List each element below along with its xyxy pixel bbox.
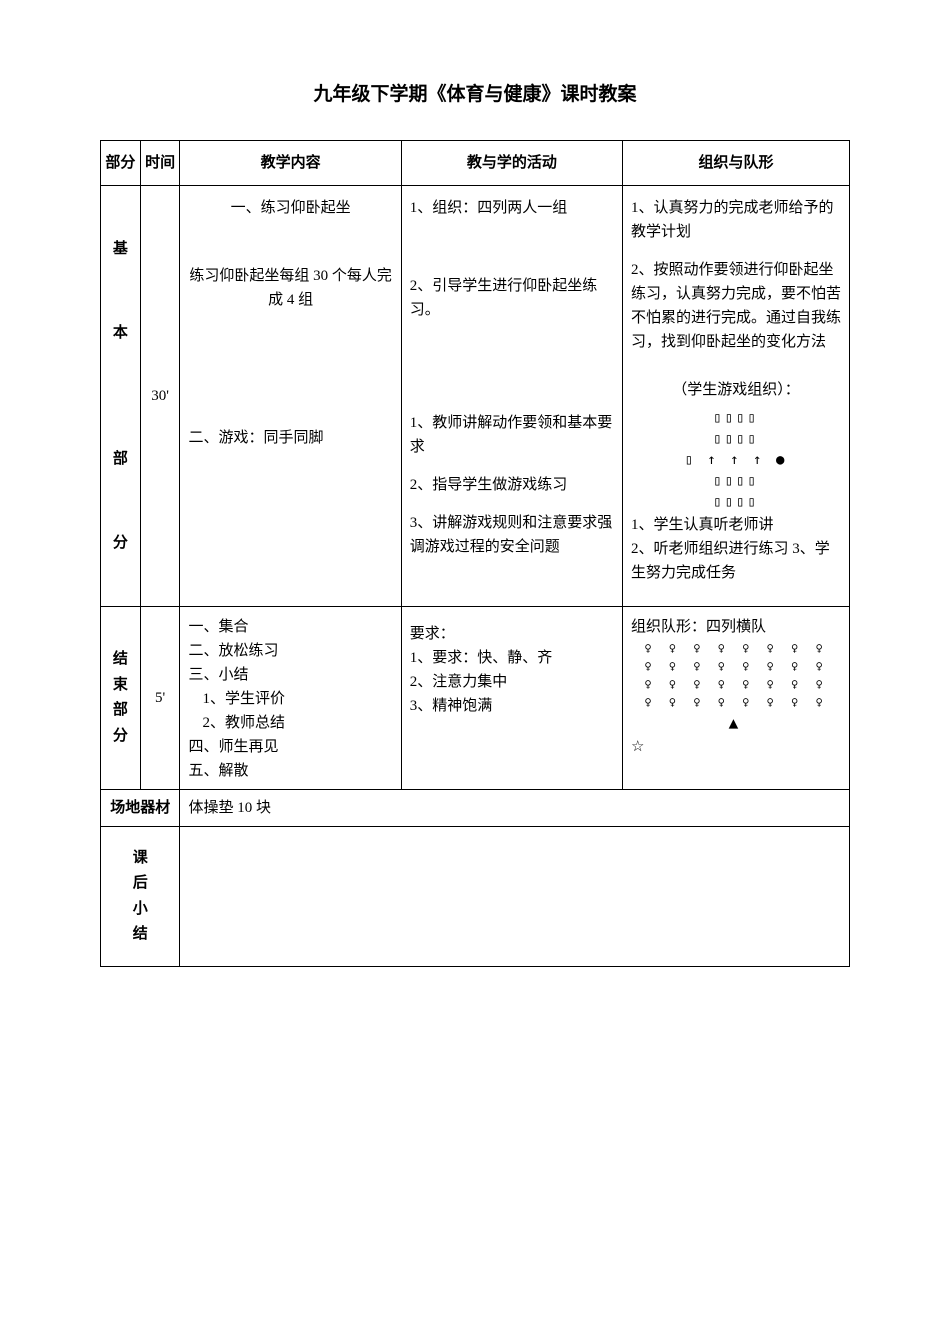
main-section-label: 基 本 部 分 bbox=[101, 186, 141, 607]
end-teacher: ▲ bbox=[631, 711, 841, 735]
diagram-r5: ▯▯▯▯ bbox=[631, 492, 841, 513]
header-activity: 教与学的活动 bbox=[401, 141, 622, 186]
end-content: 一、集合 二、放松练习 三、小结 1、学生评价 2、教师总结 四、师生再见 五、… bbox=[180, 607, 401, 790]
main-time: 30' bbox=[140, 186, 180, 607]
content-item1-title: 一、练习仰卧起坐 bbox=[188, 196, 392, 220]
main-section-text: 基 本 部 分 bbox=[105, 228, 136, 564]
activity-b3: 3、讲解游戏规则和注意要求强调游戏过程的安全问题 bbox=[410, 511, 614, 559]
req-r2: 2、注意力集中 bbox=[410, 670, 614, 694]
activity-a2: 2、引导学生进行仰卧起坐练习。 bbox=[410, 274, 614, 322]
equipment-value: 体操垫 10 块 bbox=[180, 790, 850, 827]
end-l3a: 1、学生评价 bbox=[188, 687, 392, 711]
req-r1: 1、要求：快、静、齐 bbox=[410, 646, 614, 670]
end-formation-label: 组织队形：四列横队 bbox=[631, 615, 841, 639]
summary-label: 课后小结 bbox=[101, 827, 180, 967]
header-formation: 组织与队形 bbox=[623, 141, 850, 186]
equipment-row: 场地器材 体操垫 10 块 bbox=[101, 790, 850, 827]
formation-g2: 2、听老师组织进行练习 3、学生努力完成任务 bbox=[631, 537, 841, 585]
end-section-label: 结束部分 bbox=[101, 607, 141, 790]
header-section: 部分 bbox=[101, 141, 141, 186]
end-row4: ♀ ♀ ♀ ♀ ♀ ♀ ♀ ♀ bbox=[631, 693, 841, 711]
req-r3: 3、精神饱满 bbox=[410, 694, 614, 718]
end-row2: ♀ ♀ ♀ ♀ ♀ ♀ ♀ ♀ bbox=[631, 657, 841, 675]
formation-g1: 1、学生认真听老师讲 bbox=[631, 513, 841, 537]
diagram-r1: ▯▯▯▯ bbox=[631, 408, 841, 429]
end-row3: ♀ ♀ ♀ ♀ ♀ ♀ ♀ ♀ bbox=[631, 675, 841, 693]
summary-row: 课后小结 bbox=[101, 827, 850, 967]
end-diagram: ♀ ♀ ♀ ♀ ♀ ♀ ♀ ♀ ♀ ♀ ♀ ♀ ♀ ♀ ♀ ♀ ♀ ♀ ♀ ♀ … bbox=[631, 639, 841, 735]
diagram-r4: ▯▯▯▯ bbox=[631, 471, 841, 492]
formation-f1: 1、认真努力的完成老师给予的教学计划 bbox=[631, 196, 841, 244]
content-item1-detail: 练习仰卧起坐每组 30 个每人完成 4 组 bbox=[188, 264, 392, 312]
diagram-r2: ▯▯▯▯ bbox=[631, 429, 841, 450]
end-row1: ♀ ♀ ♀ ♀ ♀ ♀ ♀ ♀ bbox=[631, 639, 841, 657]
content-item2-title: 二、游戏：同手同脚 bbox=[188, 426, 392, 450]
end-l1: 一、集合 bbox=[188, 615, 392, 639]
activity-b1: 1、教师讲解动作要领和基本要求 bbox=[410, 411, 614, 459]
main-content: 一、练习仰卧起坐 练习仰卧起坐每组 30 个每人完成 4 组 二、游戏：同手同脚 bbox=[180, 186, 401, 607]
end-l2: 二、放松练习 bbox=[188, 639, 392, 663]
header-row: 部分 时间 教学内容 教与学的活动 组织与队形 bbox=[101, 141, 850, 186]
end-l5: 五、解散 bbox=[188, 759, 392, 783]
game-formation-label: （学生游戏组织）： bbox=[631, 378, 841, 402]
summary-value bbox=[180, 827, 850, 967]
end-activity: 要求： 1、要求：快、静、齐 2、注意力集中 3、精神饱满 bbox=[401, 607, 622, 790]
game-diagram: ▯▯▯▯ ▯▯▯▯ ▯ ↑ ↑ ↑ ● ▯▯▯▯ ▯▯▯▯ bbox=[631, 408, 841, 513]
req-label: 要求： bbox=[410, 622, 614, 646]
activity-b2: 2、指导学生做游戏练习 bbox=[410, 473, 614, 497]
end-l3: 三、小结 bbox=[188, 663, 392, 687]
end-l4: 四、师生再见 bbox=[188, 735, 392, 759]
lesson-plan-table: 部分 时间 教学内容 教与学的活动 组织与队形 基 本 部 分 30' 一、练习… bbox=[100, 140, 850, 967]
end-formation: 组织队形：四列横队 ♀ ♀ ♀ ♀ ♀ ♀ ♀ ♀ ♀ ♀ ♀ ♀ ♀ ♀ ♀ … bbox=[623, 607, 850, 790]
main-section-row: 基 本 部 分 30' 一、练习仰卧起坐 练习仰卧起坐每组 30 个每人完成 4… bbox=[101, 186, 850, 607]
end-section-row: 结束部分 5' 一、集合 二、放松练习 三、小结 1、学生评价 2、教师总结 四… bbox=[101, 607, 850, 790]
header-content: 教学内容 bbox=[180, 141, 401, 186]
main-activity: 1、组织：四列两人一组 2、引导学生进行仰卧起坐练习。 1、教师讲解动作要领和基… bbox=[401, 186, 622, 607]
diagram-r3: ▯ ↑ ↑ ↑ ● bbox=[631, 450, 841, 471]
main-formation: 1、认真努力的完成老师给予的教学计划 2、按照动作要领进行仰卧起坐练习，认真努力… bbox=[623, 186, 850, 607]
end-section-text: 结束部分 bbox=[109, 647, 132, 749]
equipment-label: 场地器材 bbox=[101, 790, 180, 827]
header-time: 时间 bbox=[140, 141, 180, 186]
page-title: 九年级下学期《体育与健康》课时教案 bbox=[100, 80, 850, 110]
formation-f2: 2、按照动作要领进行仰卧起坐练习，认真努力完成，要不怕苦不怕累的进行完成。通过自… bbox=[631, 258, 841, 354]
end-l3b: 2、教师总结 bbox=[188, 711, 392, 735]
end-time: 5' bbox=[140, 607, 180, 790]
end-star: ☆ bbox=[631, 735, 841, 759]
activity-a1: 1、组织：四列两人一组 bbox=[410, 196, 614, 220]
